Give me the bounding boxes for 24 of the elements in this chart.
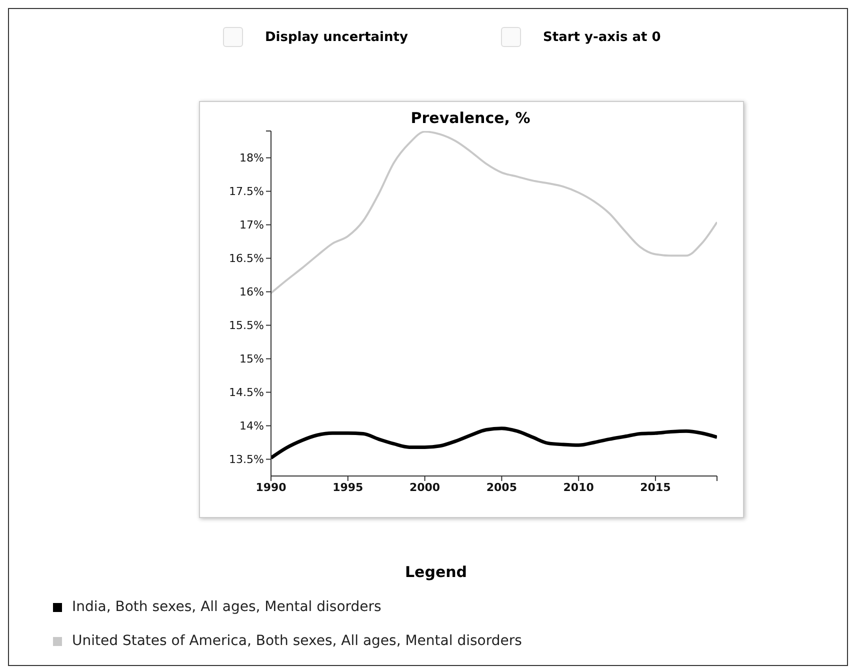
- x-tick-label: 1990: [256, 480, 287, 494]
- text: Display uncertainty: [265, 30, 408, 44]
- chart-title: Prevalence, %: [410, 109, 532, 127]
- x-tick-label: 1995: [332, 480, 364, 494]
- legend-label: India, Both sexes, All ages, Mental disorders: [72, 599, 382, 615]
- y-tick-label: 15.5%: [229, 319, 264, 332]
- x-tick-label: 2000: [409, 480, 440, 494]
- x-tick-label: 2010: [563, 480, 594, 494]
- y-tick-label: 13.5%: [229, 453, 264, 466]
- y-tick-label: 15%: [240, 352, 264, 366]
- x-tick-label: 2005: [486, 480, 517, 494]
- line-series: [271, 131, 717, 294]
- y-tick-label: 17%: [240, 218, 264, 232]
- legend-label: United States of America, Both sexes, All ages, Mental disorders: [72, 633, 522, 649]
- y-tick-label: 16.5%: [229, 252, 264, 266]
- y-tick-label: 14.5%: [229, 386, 264, 400]
- y-tick-label: 18%: [240, 152, 264, 165]
- text: Start y-axis at 0: [543, 30, 661, 44]
- y-tick-label: 16%: [240, 286, 264, 299]
- x-tick-label: 2015: [640, 480, 671, 494]
- legend-title: Legend: [404, 563, 468, 581]
- line-series: [271, 426, 717, 460]
- y-tick-label: 17.5%: [229, 185, 264, 198]
- y-tick-label: 14%: [240, 420, 264, 433]
